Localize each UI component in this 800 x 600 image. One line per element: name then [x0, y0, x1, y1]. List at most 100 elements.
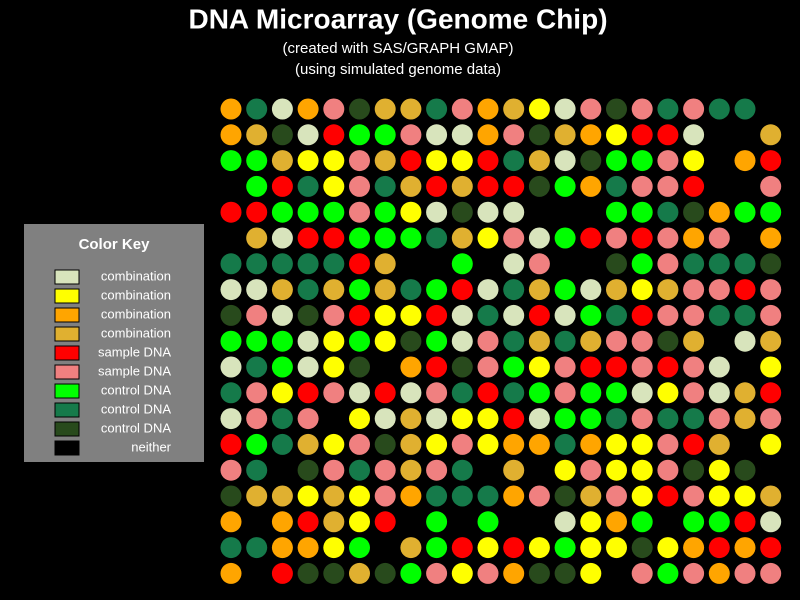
dot	[528, 408, 550, 430]
dot	[760, 537, 782, 559]
dot	[503, 330, 525, 352]
dot	[451, 356, 473, 378]
dot	[760, 511, 782, 533]
dot	[760, 227, 782, 249]
legend-label: sample DNA	[98, 344, 171, 359]
dot	[657, 330, 679, 352]
dot	[528, 511, 550, 533]
dot	[374, 511, 396, 533]
dot	[451, 408, 473, 430]
dot	[246, 562, 268, 584]
dot	[349, 227, 370, 249]
legend-swatch	[54, 269, 80, 285]
dot	[503, 227, 525, 249]
dot	[631, 562, 653, 584]
dot	[323, 511, 345, 533]
dot	[271, 382, 293, 404]
dot	[734, 227, 756, 249]
dot	[760, 279, 782, 301]
dot	[246, 150, 268, 172]
dot	[657, 485, 679, 507]
dot	[734, 201, 756, 223]
dot	[400, 511, 422, 533]
dot	[657, 98, 679, 120]
dot	[323, 98, 345, 120]
dot	[503, 304, 525, 326]
dot	[246, 175, 268, 197]
dot	[503, 175, 525, 197]
dot	[606, 175, 627, 197]
dot	[246, 227, 268, 249]
dot	[657, 201, 679, 223]
dot	[374, 330, 396, 352]
dot	[503, 433, 525, 455]
dot	[297, 175, 319, 197]
dot	[580, 98, 602, 120]
dot	[451, 304, 473, 326]
dot	[657, 433, 679, 455]
dot	[554, 201, 576, 223]
dot	[323, 537, 345, 559]
dot	[528, 330, 550, 352]
dot	[606, 227, 627, 249]
dot	[349, 485, 370, 507]
dot	[683, 382, 705, 404]
dot	[708, 382, 730, 404]
dot	[631, 511, 653, 533]
dot	[528, 356, 550, 378]
dot	[683, 98, 705, 120]
dot	[349, 356, 370, 378]
dot	[297, 433, 319, 455]
dot	[271, 227, 293, 249]
dot	[554, 562, 576, 584]
dot	[246, 511, 268, 533]
dot	[246, 201, 268, 223]
dot	[683, 330, 705, 352]
dot	[400, 382, 422, 404]
dot	[451, 330, 473, 352]
dot	[246, 382, 268, 404]
dot	[503, 150, 525, 172]
dot	[477, 330, 499, 352]
dot	[400, 124, 422, 146]
dot	[349, 511, 370, 533]
dot	[760, 124, 782, 146]
legend-label: sample DNA	[98, 363, 171, 378]
dot	[734, 175, 756, 197]
dot	[451, 433, 473, 455]
dot	[657, 150, 679, 172]
dot	[554, 459, 576, 481]
legend-swatch	[54, 421, 80, 437]
dot	[477, 227, 499, 249]
dot	[426, 175, 448, 197]
dot	[246, 253, 268, 275]
dot	[477, 201, 499, 223]
dot	[606, 511, 627, 533]
dot	[323, 304, 345, 326]
dot	[580, 537, 602, 559]
dot	[554, 356, 576, 378]
dot	[451, 175, 473, 197]
dot	[683, 356, 705, 378]
dot	[657, 408, 679, 430]
legend-swatch	[54, 402, 80, 418]
dot	[606, 253, 627, 275]
dot	[271, 433, 293, 455]
dot	[631, 253, 653, 275]
dot	[760, 356, 782, 378]
dot	[297, 511, 319, 533]
dot	[246, 98, 268, 120]
dot	[477, 459, 499, 481]
dot	[323, 150, 345, 172]
legend-box	[24, 224, 204, 462]
dot	[528, 227, 550, 249]
dot	[606, 279, 627, 301]
dot	[580, 485, 602, 507]
legend-swatch	[54, 440, 80, 456]
dot	[683, 459, 705, 481]
dot	[528, 304, 550, 326]
legend-label: combination	[101, 287, 171, 302]
dot	[528, 562, 550, 584]
dot	[554, 382, 576, 404]
dot	[503, 98, 525, 120]
